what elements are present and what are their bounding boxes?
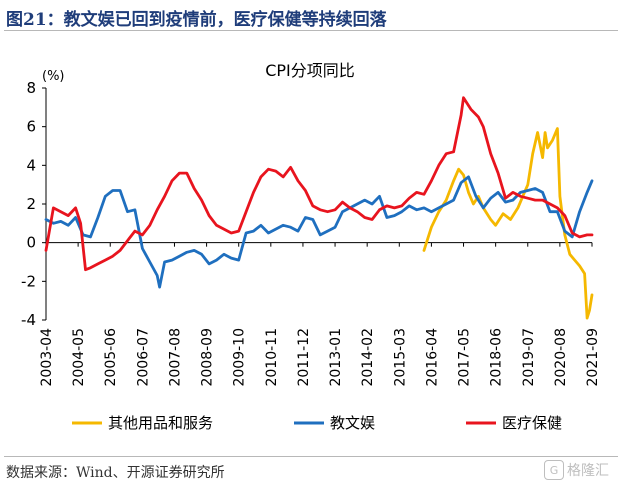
watermark-text: 格隆汇 — [567, 463, 609, 479]
y-tick-label: 4 — [26, 156, 36, 174]
x-tick-label: 2004-05 — [71, 328, 87, 387]
x-tick-label: 2006-07 — [135, 328, 151, 387]
series-line-2 — [44, 96, 594, 272]
x-tick-label: 2014-02 — [360, 328, 376, 387]
x-tick-label: 2011-12 — [296, 328, 312, 387]
legend-label: 其他用品和服务 — [108, 414, 213, 432]
legend-label: 教文娱 — [330, 414, 375, 432]
legend-label: 医疗保健 — [502, 414, 562, 432]
axes: -4 -2 0 2 4 6 8 2003-04 2004-05 2005-06 2006-07 200… — [21, 79, 601, 387]
source-rule — [4, 456, 618, 457]
y-tick-label: 2 — [26, 195, 36, 213]
x-tick-label: 2003-04 — [39, 328, 55, 387]
x-tick-label: 2020-08 — [553, 328, 569, 387]
cpi-chart: CPI分项同比 (%) -4 -2 0 2 4 6 8 2003-04 2004-05 2005-… — [21, 61, 601, 432]
x-tick-label: 2010-11 — [264, 328, 280, 387]
chart-title: CPI分项同比 — [265, 61, 355, 80]
y-tick-label: -4 — [21, 311, 36, 329]
source-note: 数据来源：Wind、开源证券研究所 — [6, 465, 225, 481]
watermark-logo-icon: G — [544, 460, 564, 480]
x-tick-label: 2015-03 — [392, 328, 408, 387]
x-tick-label: 2018-06 — [489, 328, 505, 387]
title-rule — [4, 30, 618, 31]
y-tick-label: 8 — [26, 79, 36, 97]
y-tick-label: 6 — [26, 118, 36, 136]
series-line-1 — [44, 175, 594, 289]
legend: 其他用品和服务 教文娱 医疗保健 — [72, 414, 562, 432]
x-tick-label: 2008-09 — [200, 328, 216, 387]
y-tick-label: 0 — [26, 234, 36, 252]
y-tick-label: -2 — [21, 272, 36, 290]
x-tick-label: 2007-08 — [167, 328, 183, 387]
x-tick-label: 2019-07 — [521, 328, 537, 387]
x-tick-label: 2017-05 — [457, 328, 473, 387]
x-tick-label: 2009-10 — [232, 328, 248, 387]
series-lines — [44, 96, 594, 320]
figure-title: 图21：教文娱已回到疫情前，医疗保健等持续回落 — [6, 10, 387, 30]
x-tick-label: 2005-06 — [103, 328, 119, 387]
x-tick-label: 2013-01 — [328, 328, 344, 387]
watermark: G 格隆汇 — [544, 459, 618, 481]
x-tick-label: 2016-04 — [424, 328, 440, 387]
y-unit-label: (%) — [42, 69, 65, 84]
x-tick-label: 2021-09 — [585, 328, 601, 387]
